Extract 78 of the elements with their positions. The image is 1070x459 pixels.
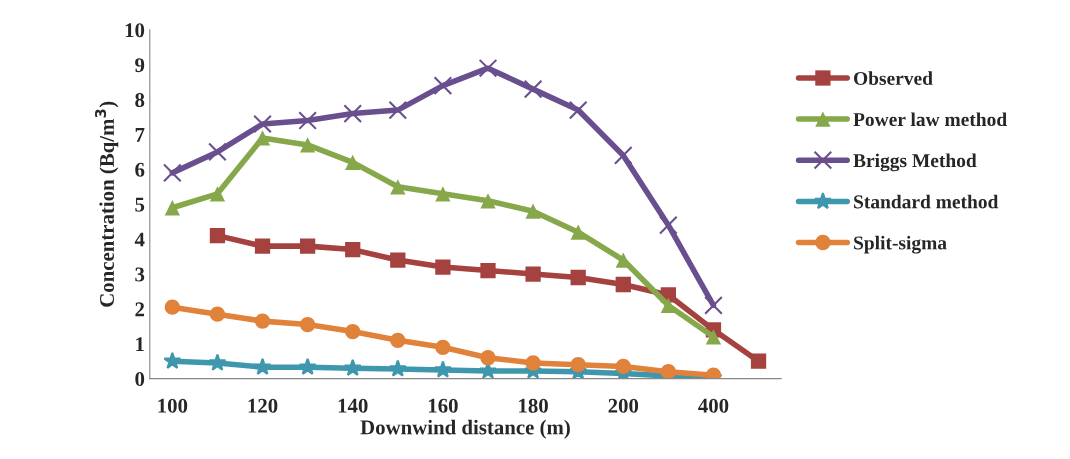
point (480, 193, 496, 209)
point (433, 76, 453, 96)
point (343, 358, 362, 376)
point (299, 238, 316, 254)
y-tick-label: 0 (135, 372, 145, 387)
point (163, 351, 182, 370)
point (164, 200, 180, 216)
point (704, 296, 723, 315)
x-tick-label: 160 (428, 398, 458, 413)
legend-label: Observed (854, 71, 933, 85)
x-tick-label: 140 (338, 398, 368, 413)
y-tick-label: 10 (125, 23, 145, 38)
x-tick-label: 100 (158, 398, 188, 413)
point (343, 104, 363, 123)
point (254, 238, 271, 254)
point (390, 179, 406, 195)
point (525, 203, 541, 219)
point (299, 316, 316, 333)
point (615, 358, 631, 375)
point (345, 323, 361, 340)
point (208, 142, 227, 162)
point (298, 111, 317, 130)
point (298, 357, 317, 375)
y-tick-label: 6 (135, 162, 145, 177)
y-tick-label: 4 (134, 232, 145, 247)
point (433, 360, 452, 378)
point (658, 215, 678, 235)
point (253, 357, 272, 375)
point (570, 269, 586, 286)
point (660, 297, 677, 314)
y-tick-label: 3 (135, 267, 145, 282)
x-tick-label: 120 (248, 398, 278, 413)
point (254, 313, 271, 329)
y-tick-label: 7 (135, 128, 145, 142)
point (568, 100, 588, 120)
point (345, 241, 361, 258)
point (523, 79, 543, 99)
point (390, 252, 406, 268)
x-tick-label: 180 (519, 398, 548, 413)
y-tick-label: 8 (135, 92, 145, 108)
y-tick-label: 2 (135, 302, 145, 317)
y-tick-label: 9 (135, 58, 145, 73)
point (478, 58, 498, 78)
point (164, 299, 180, 315)
point (388, 359, 407, 377)
point (209, 306, 226, 322)
point (480, 350, 496, 366)
point (525, 355, 541, 371)
point (570, 224, 586, 240)
point (209, 186, 226, 202)
legend-label: Power law method (853, 112, 1007, 127)
point (208, 353, 227, 371)
point (615, 276, 631, 293)
point (209, 228, 226, 244)
point (705, 329, 722, 345)
point (435, 259, 451, 275)
point (345, 154, 361, 171)
y-tick-label: 5 (135, 197, 145, 212)
point (525, 266, 541, 282)
y-tick-label: 1 (136, 337, 144, 352)
y-axis-title: Concentration (Bq/m$^{3}$) (95, 101, 119, 307)
point (388, 100, 408, 120)
x-axis-title: Downwind distance (m) (360, 419, 570, 439)
legend-label: Split-sigma (854, 235, 947, 254)
x-tick-label: 400 (698, 398, 729, 413)
point (299, 137, 316, 153)
point (750, 353, 767, 369)
point (570, 357, 586, 373)
point (253, 114, 272, 134)
point (435, 186, 451, 202)
legend-label: Standard method (854, 194, 999, 209)
point (480, 262, 496, 279)
x-tick-label: 200 (608, 398, 639, 413)
point (435, 339, 451, 355)
point (613, 146, 633, 165)
point (162, 163, 182, 183)
point (390, 332, 406, 348)
legend-label: Briggs Method (853, 153, 977, 172)
